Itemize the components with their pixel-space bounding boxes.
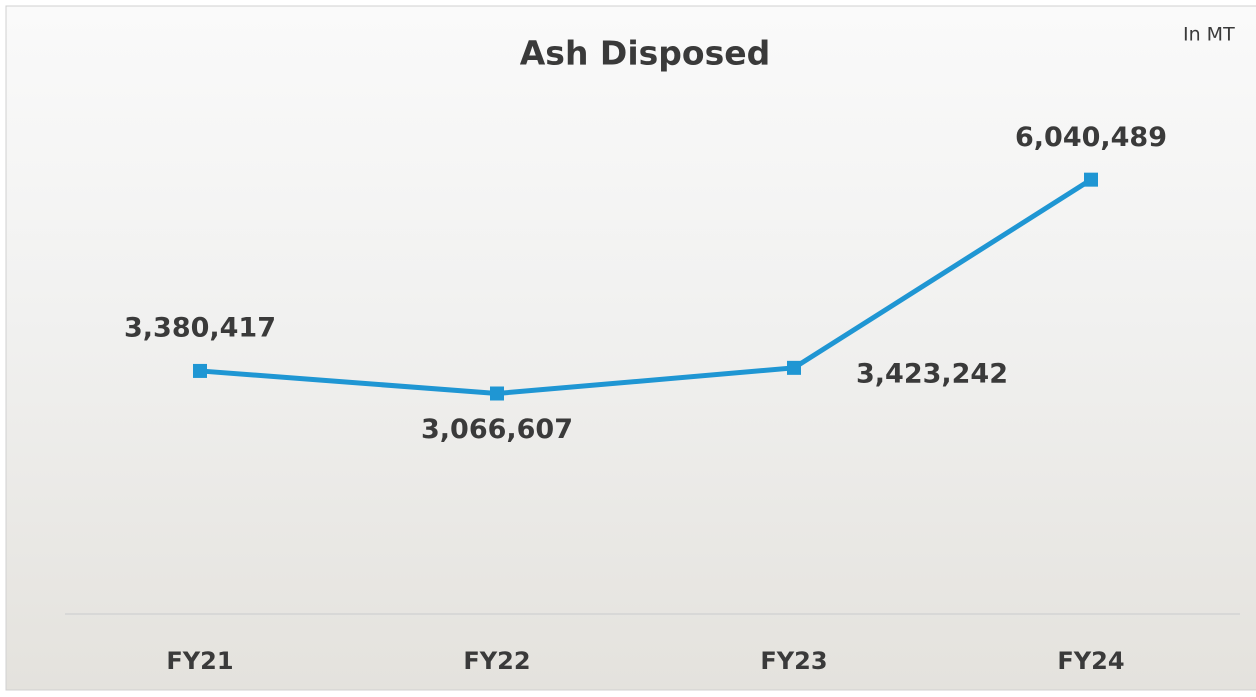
chart-frame bbox=[6, 6, 1256, 690]
chart-title: Ash Disposed bbox=[520, 34, 770, 73]
data-label: 3,423,242 bbox=[856, 358, 1008, 389]
x-tick-label: FY23 bbox=[760, 647, 827, 675]
point bbox=[787, 361, 801, 375]
unit-label: In MT bbox=[1183, 24, 1235, 46]
page: Ash Disposed In MT FY21 FY22 FY23 FY24 3,380… bbox=[0, 0, 1256, 697]
data-label: 3,066,607 bbox=[421, 414, 573, 445]
point bbox=[490, 386, 504, 400]
data-label: 3,380,417 bbox=[124, 312, 276, 343]
data-label: 6,040,489 bbox=[1015, 122, 1167, 153]
point bbox=[193, 364, 207, 378]
x-tick-label: FY22 bbox=[463, 647, 530, 675]
x-tick-label: FY24 bbox=[1057, 647, 1124, 675]
x-tick-label: FY21 bbox=[166, 647, 233, 675]
point bbox=[1084, 173, 1098, 187]
chart: Ash Disposed In MT FY21 FY22 FY23 FY24 3,380… bbox=[0, 0, 1256, 697]
